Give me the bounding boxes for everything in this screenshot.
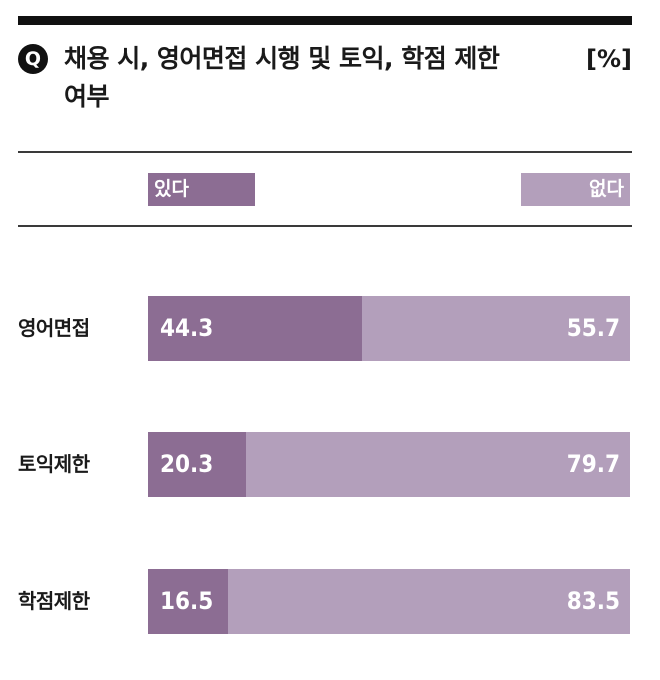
category-label: 영어면접 — [18, 316, 90, 340]
value-label-yes: 20.3 — [160, 450, 214, 478]
bar-segment-no — [228, 569, 630, 634]
value-label-no: 79.7 — [566, 450, 620, 478]
bar-segment-no — [362, 296, 630, 361]
category-label: 학점제한 — [18, 589, 90, 613]
legend-yes: 있다 — [148, 173, 255, 206]
legend-no: 없다 — [521, 173, 630, 206]
value-label-yes: 16.5 — [160, 587, 214, 615]
value-label-no: 83.5 — [566, 587, 620, 615]
bar-segment-yes — [148, 569, 228, 634]
legend-top-rule — [18, 151, 632, 153]
bar-segment-yes — [148, 432, 246, 497]
bar-row: 16.5 83.5 — [148, 569, 630, 634]
value-label-no: 55.7 — [566, 314, 620, 342]
question-badge-icon: Q — [18, 44, 48, 74]
bar-segment-yes — [148, 296, 362, 361]
bar-row: 20.3 79.7 — [148, 432, 630, 497]
value-label-yes: 44.3 — [160, 314, 214, 342]
category-label: 토익제한 — [18, 452, 90, 476]
bar-row: 44.3 55.7 — [148, 296, 630, 361]
top-rule — [18, 16, 632, 25]
legend-bottom-rule — [18, 225, 632, 227]
chart-title: 채용 시, 영어면접 시행 및 토익, 학점 제한 여부 — [64, 44, 500, 111]
bar-segment-no — [246, 432, 630, 497]
unit-label: [%] — [586, 45, 632, 73]
